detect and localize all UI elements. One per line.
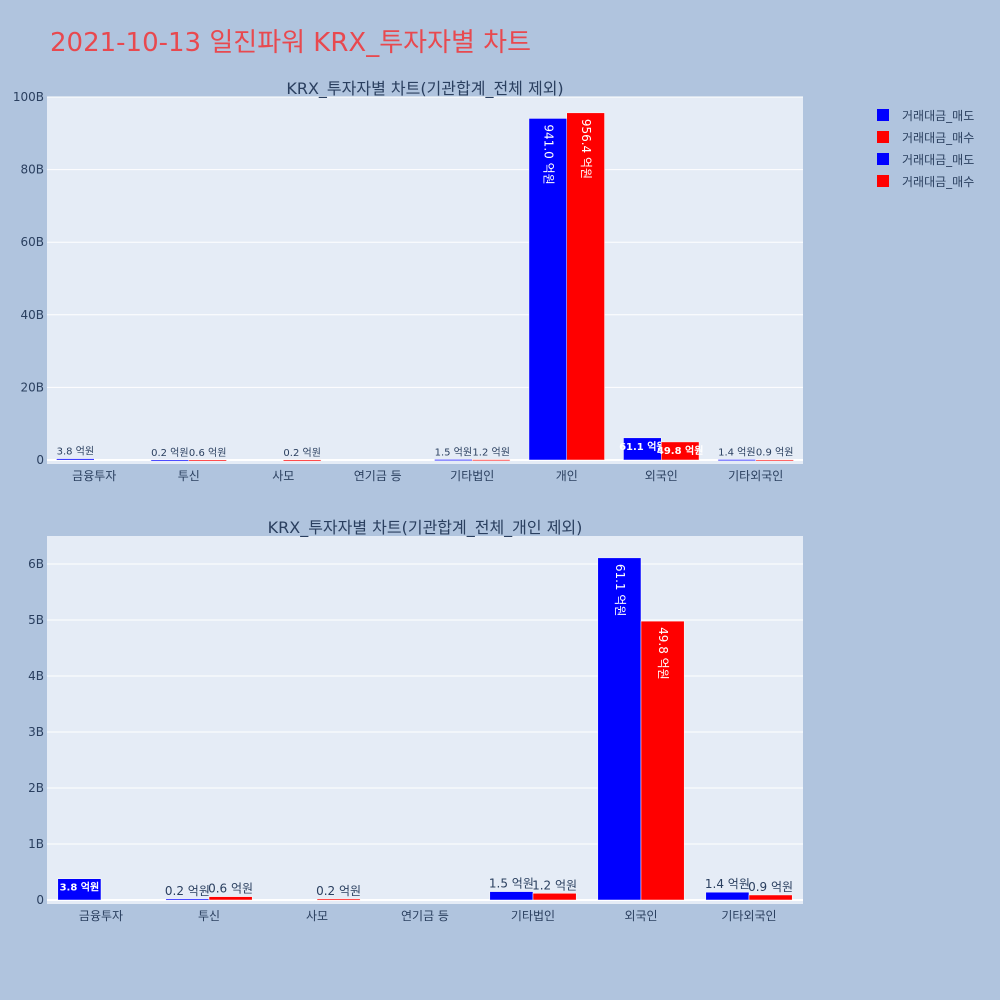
bar-sell xyxy=(165,898,210,901)
bar-buy xyxy=(640,620,685,901)
x-tick-label: 금융투자 xyxy=(72,469,116,483)
y-tick-label: 100B xyxy=(13,90,44,104)
y-tick-label: 1B xyxy=(28,837,44,851)
bar-data-label: 0.2 억원 xyxy=(151,447,188,459)
bar-sell xyxy=(434,459,473,461)
y-tick-label: 2B xyxy=(28,781,44,795)
bar-data-label: 0.2 억원 xyxy=(283,447,320,459)
bar-data-label: 61.1 억원 xyxy=(613,564,627,617)
bar-data-label: 3.8 억원 xyxy=(57,446,94,458)
y-tick-label: 5B xyxy=(28,613,44,627)
x-tick-label: 기타법인 xyxy=(450,469,494,483)
legend-swatch xyxy=(877,153,889,165)
x-tick-label: 연기금 등 xyxy=(354,469,402,483)
bar-data-label: 0.6 억원 xyxy=(208,882,253,896)
x-tick-label: 사모 xyxy=(306,909,328,923)
y-tick-label: 6B xyxy=(28,557,44,571)
x-tick-label: 투신 xyxy=(178,469,200,483)
bar-buy xyxy=(755,459,794,462)
bar-data-label: 1.2 억원 xyxy=(472,447,509,459)
page-title: 2021-10-13 일진파워 KRX_투자자별 차트 xyxy=(50,28,532,58)
y-tick-label: 60B xyxy=(20,235,44,249)
x-tick-label: 기타법인 xyxy=(511,909,555,923)
bar-data-label: 1.2 억원 xyxy=(532,878,577,892)
legend-item[interactable]: 거래대금_매수 xyxy=(877,131,974,145)
bar-data-label: 1.4 억원 xyxy=(705,877,750,891)
legend-label: 거래대금_매수 xyxy=(902,175,974,189)
bar-data-label: 1.4 억원 xyxy=(718,446,755,458)
plot-area xyxy=(47,536,803,904)
legend-label: 거래대금_매수 xyxy=(902,131,974,145)
bar-buy xyxy=(208,896,253,901)
x-tick-label: 외국인 xyxy=(645,469,678,483)
bar-sell xyxy=(705,891,750,901)
bar-data-label: 0.6 억원 xyxy=(189,447,226,459)
bar-data-label: 0.9 억원 xyxy=(756,447,793,459)
legend-label: 거래대금_매도 xyxy=(902,153,974,167)
bar-data-label: 49.8 억원 xyxy=(656,627,670,680)
y-tick-label: 20B xyxy=(20,380,44,394)
x-tick-label: 외국인 xyxy=(624,909,657,923)
bar-buy xyxy=(188,459,227,462)
chart-panel-1: 0 20B 40B 60B 80B 100B KRX_투자자별 차트(기관합계_전체 제외)… xyxy=(13,79,803,483)
y-tick-label: 80B xyxy=(20,163,44,177)
bar-data-label: 0.9 억원 xyxy=(748,880,793,894)
x-tick-label: 기타외국인 xyxy=(721,909,776,923)
chart-panel-2: 0 1B 2B 3B 4B 5B 6B KRX_투자자별 차트(기관합계_전체_개인 제외) 금… xyxy=(28,518,803,923)
bar-data-label: 3.8 억원 xyxy=(60,881,100,894)
bar-buy xyxy=(283,459,322,462)
bar-sell xyxy=(57,878,102,901)
bar-sell xyxy=(489,891,534,901)
legend-item[interactable]: 거래대금_매도 xyxy=(877,153,974,167)
bar-data-label: 941.0 억원 xyxy=(541,124,555,184)
bar-data-label: 1.5 억원 xyxy=(435,446,472,458)
bar-data-label: 61.1 억원 xyxy=(619,440,666,453)
bar-data-label: 1.5 억원 xyxy=(489,877,534,891)
bar-sell xyxy=(717,459,757,461)
y-tick-label: 0 xyxy=(36,893,44,907)
legend-item[interactable]: 거래대금_매도 xyxy=(877,109,974,123)
bar-data-label: 956.4 억원 xyxy=(579,119,593,179)
bar-sell xyxy=(56,458,95,461)
chart-title: KRX_투자자별 차트(기관합계_전체 제외) xyxy=(286,79,563,99)
plot-area xyxy=(47,97,803,464)
bar-buy xyxy=(316,898,361,901)
x-tick-label: 기타외국인 xyxy=(728,469,783,483)
y-tick-label: 4B xyxy=(28,669,44,683)
legend-swatch xyxy=(877,131,889,143)
x-tick-label: 개인 xyxy=(556,469,578,483)
legend-swatch xyxy=(877,109,889,121)
y-tick-label: 0 xyxy=(36,453,44,467)
x-tick-label: 사모 xyxy=(272,469,294,483)
legend-label: 거래대금_매도 xyxy=(902,109,974,123)
legend-item[interactable]: 거래대금_매수 xyxy=(877,175,974,189)
x-tick-label: 투신 xyxy=(198,909,220,923)
chart-title: KRX_투자자별 차트(기관합계_전체_개인 제외) xyxy=(268,518,583,538)
bar-buy xyxy=(748,894,793,901)
bar-sell xyxy=(150,459,189,462)
bar-buy xyxy=(661,441,700,461)
y-tick-label: 3B xyxy=(28,725,44,739)
x-tick-label: 연기금 등 xyxy=(401,909,449,923)
x-tick-label: 금융투자 xyxy=(79,909,123,923)
bar-data-label: 0.2 억원 xyxy=(316,884,361,898)
bar-data-label: 49.8 억원 xyxy=(657,444,704,457)
bar-buy xyxy=(472,459,511,462)
y-tick-label: 40B xyxy=(20,308,44,322)
bar-data-label: 0.2 억원 xyxy=(165,884,210,898)
bar-buy xyxy=(566,112,605,461)
legend-swatch xyxy=(877,175,889,187)
bar-buy xyxy=(532,893,577,901)
